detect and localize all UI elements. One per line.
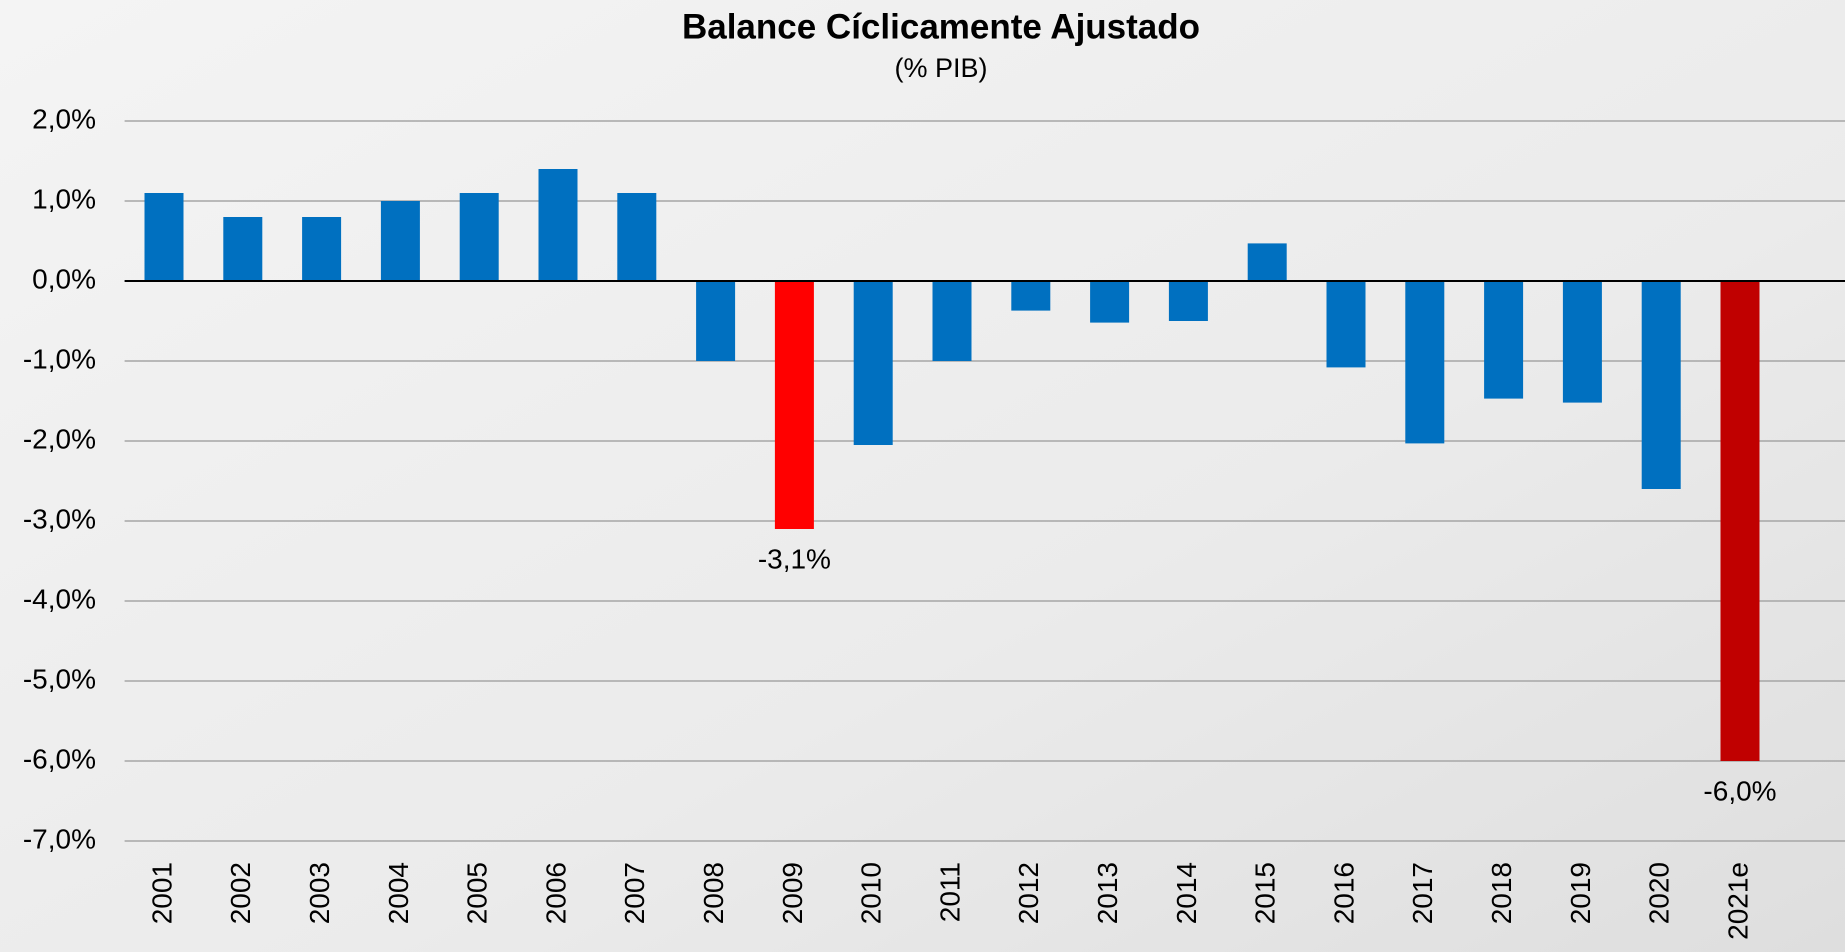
bar (460, 193, 499, 281)
bar (1090, 281, 1129, 323)
bar (933, 281, 972, 361)
x-tick-label: 2002 (225, 862, 256, 924)
x-tick-label: 2015 (1250, 862, 1281, 924)
y-tick-label: -7,0% (23, 823, 96, 854)
bar (696, 281, 735, 361)
bar (1721, 281, 1760, 761)
x-tick-label: 2014 (1171, 862, 1202, 924)
bar (617, 193, 656, 281)
y-tick-label: -5,0% (23, 663, 96, 694)
x-tick-label: 2005 (462, 862, 493, 924)
bar (1484, 281, 1523, 399)
x-tick-label: 2010 (856, 862, 887, 924)
bar (1642, 281, 1681, 489)
bar (1327, 281, 1366, 367)
y-tick-label: -2,0% (23, 423, 96, 454)
x-tick-label: 2018 (1486, 862, 1517, 924)
x-tick-label: 2006 (540, 862, 571, 924)
bar (1169, 281, 1208, 321)
x-tick-label: 2017 (1407, 862, 1438, 924)
bar (539, 169, 578, 281)
y-tick-label: 2,0% (32, 103, 96, 134)
x-tick-label: 2012 (1013, 862, 1044, 924)
bar (1011, 281, 1050, 311)
x-tick-label: 2021e (1722, 862, 1753, 940)
y-tick-label: -4,0% (23, 583, 96, 614)
bar (145, 193, 184, 281)
bar (854, 281, 893, 445)
bar (1248, 243, 1287, 281)
bar (223, 217, 262, 281)
x-tick-label: 2011 (934, 862, 965, 922)
page: {"chart_data": {"type": "bar", "title": … (0, 0, 1845, 952)
x-tick-label: 2013 (1092, 862, 1123, 924)
x-tick-label: 2020 (1644, 862, 1675, 924)
x-tick-label: 2004 (383, 862, 414, 924)
y-tick-label: -6,0% (23, 743, 96, 774)
x-tick-label: 2008 (698, 862, 729, 924)
chart: Balance Cíclicamente Ajustado (% PIB) -7… (0, 0, 1845, 952)
chart-subtitle: (% PIB) (894, 53, 987, 83)
x-tick-label: 2016 (1328, 862, 1359, 924)
x-tick-label: 2001 (146, 862, 177, 924)
x-tick-label: 2009 (777, 862, 808, 924)
data-label: -3,1% (758, 543, 831, 574)
y-tick-label: 0,0% (32, 263, 96, 294)
data-label: -6,0% (1703, 775, 1776, 806)
bar (1405, 281, 1444, 443)
y-tick-label: -3,0% (23, 503, 96, 534)
y-tick-label: 1,0% (32, 183, 96, 214)
bar (1563, 281, 1602, 403)
bar (775, 281, 814, 529)
x-tick-label: 2003 (304, 862, 335, 924)
chart-title: Balance Cíclicamente Ajustado (682, 7, 1200, 46)
x-tick-label: 2019 (1565, 862, 1596, 924)
x-tick-label: 2007 (619, 862, 650, 924)
bar (381, 201, 420, 281)
bar (302, 217, 341, 281)
y-tick-label: -1,0% (23, 343, 96, 374)
background (0, 0, 1845, 952)
